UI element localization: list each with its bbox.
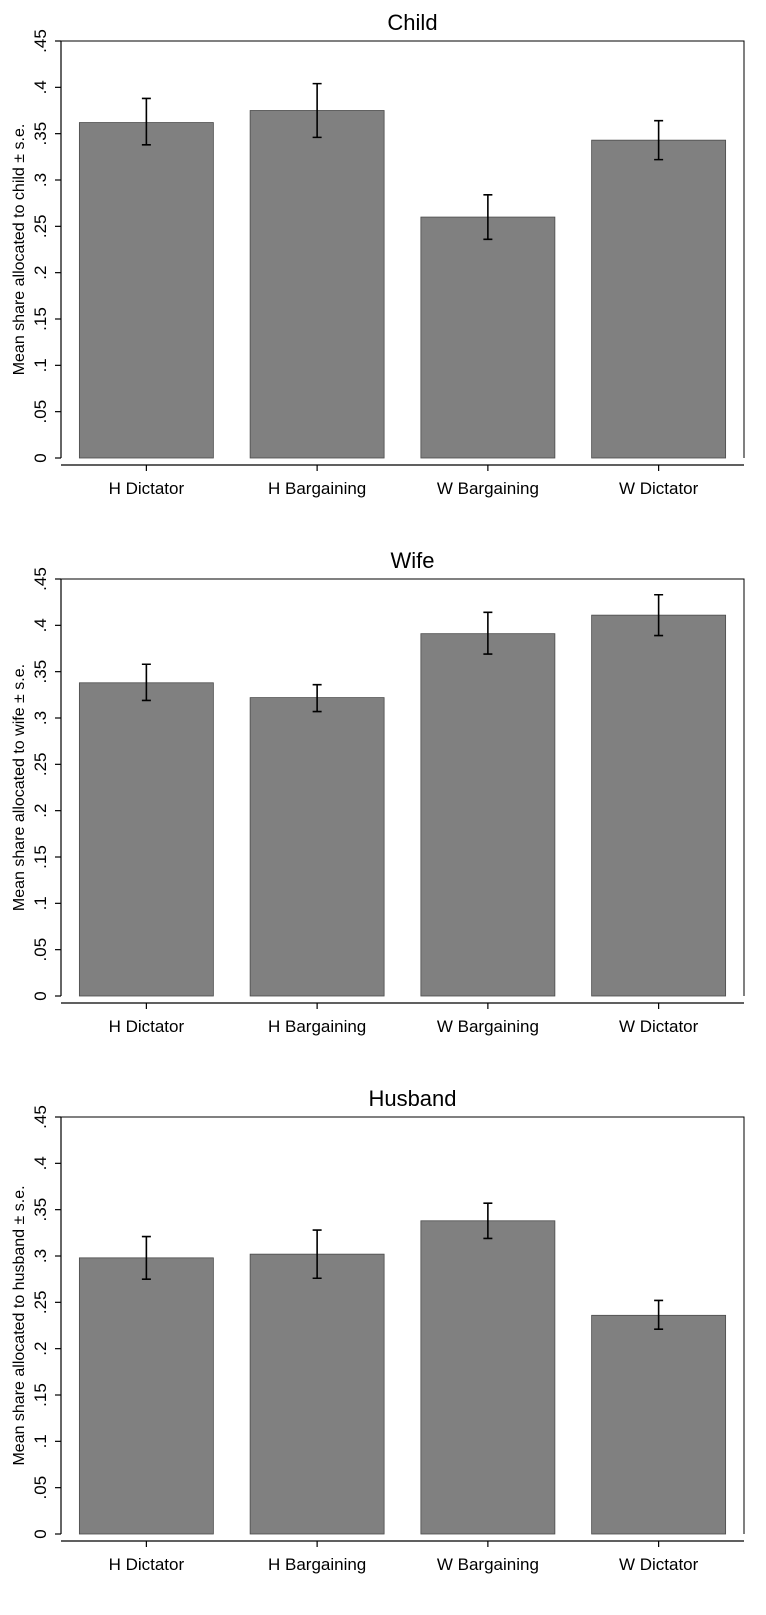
error-bar xyxy=(141,663,151,702)
bar xyxy=(249,1253,385,1535)
chart-husband: Husband 0 .05 .1 .15 .2 .25 .3 .35 .4 .45 Mean shar… xyxy=(11,1086,745,1574)
chart-title: Wife xyxy=(391,548,435,573)
x-tick-label: W Bargaining xyxy=(437,1017,539,1036)
plot-frame xyxy=(61,578,745,996)
bar xyxy=(249,110,385,459)
chart-title: Child xyxy=(387,10,437,35)
bar xyxy=(78,122,214,459)
error-bar xyxy=(483,611,493,655)
bar xyxy=(591,1314,727,1535)
bar xyxy=(591,614,727,997)
y-tick-label: .15 xyxy=(31,845,50,869)
y-tick-label: 0 xyxy=(31,991,50,1000)
plot-frame xyxy=(61,40,745,458)
x-tick-label: W Dictator xyxy=(619,1555,699,1574)
error-bar xyxy=(483,194,493,241)
y-tick-label: .15 xyxy=(31,307,50,331)
y-tick-label: .1 xyxy=(31,358,50,372)
x-tick-label: H Dictator xyxy=(109,1017,185,1036)
error-bar xyxy=(312,683,322,713)
y-tick-label: 0 xyxy=(31,1529,50,1538)
bar xyxy=(591,139,727,459)
y-tick-label: .05 xyxy=(31,1476,50,1500)
y-tick-label: 0 xyxy=(31,453,50,462)
y-tick-label: .05 xyxy=(31,400,50,424)
x-tick-label: H Bargaining xyxy=(268,1017,366,1036)
error-bar xyxy=(141,1235,151,1280)
y-axis-label: Mean share allocated to child ± s.e. xyxy=(11,124,28,376)
x-tick-label: W Dictator xyxy=(619,1017,699,1036)
error-bar xyxy=(654,119,664,161)
bar xyxy=(420,633,556,997)
error-bar xyxy=(312,82,322,139)
x-tick-label: H Bargaining xyxy=(268,1555,366,1574)
x-tick-label: W Bargaining xyxy=(437,1555,539,1574)
y-tick-label: .25 xyxy=(31,753,50,777)
y-tick-label: .45 xyxy=(31,29,50,53)
y-tick-label: .2 xyxy=(31,1342,50,1356)
error-bar xyxy=(312,1229,322,1280)
y-tick-label: .35 xyxy=(31,660,50,684)
y-axis-label: Mean share allocated to wife ± s.e. xyxy=(11,664,28,911)
y-tick-label: .25 xyxy=(31,1291,50,1315)
bar xyxy=(78,682,214,997)
y-tick-label: .3 xyxy=(31,711,50,725)
plot-frame xyxy=(61,1116,745,1534)
bar xyxy=(249,697,385,997)
y-tick-label: .35 xyxy=(31,1198,50,1222)
y-tick-label: .15 xyxy=(31,1383,50,1407)
bar xyxy=(420,216,556,459)
error-bar xyxy=(141,97,151,146)
y-tick-label: .3 xyxy=(31,1249,50,1263)
bar xyxy=(78,1257,214,1535)
y-tick-label: .35 xyxy=(31,122,50,146)
y-axis-label: Mean share allocated to husband ± s.e. xyxy=(11,1185,28,1465)
error-bar xyxy=(654,593,664,637)
chart-title: Husband xyxy=(368,1086,456,1111)
y-tick-label: .2 xyxy=(31,266,50,280)
chart-child: Child 0 .05 .1 .15 .2 .25 .3 .35 .4 .45 Mean share … xyxy=(11,10,745,498)
y-tick-label: .45 xyxy=(31,1105,50,1129)
y-tick-label: .3 xyxy=(31,173,50,187)
bar xyxy=(420,1220,556,1535)
y-tick-label: .4 xyxy=(31,80,50,94)
x-tick-label: H Dictator xyxy=(109,1555,185,1574)
x-tick-label: W Bargaining xyxy=(437,479,539,498)
error-bar xyxy=(483,1202,493,1240)
error-bar xyxy=(654,1299,664,1331)
y-tick-label: .45 xyxy=(31,567,50,591)
y-tick-label: .2 xyxy=(31,804,50,818)
y-tick-label: .05 xyxy=(31,938,50,962)
y-tick-label: .1 xyxy=(31,1434,50,1448)
x-tick-label: W Dictator xyxy=(619,479,699,498)
x-tick-label: H Bargaining xyxy=(268,479,366,498)
x-tick-label: H Dictator xyxy=(109,479,185,498)
y-tick-label: .4 xyxy=(31,1156,50,1170)
chart-wife: Wife 0 .05 .1 .15 .2 .25 .3 .35 .4 .45 Mean share a… xyxy=(11,548,745,1036)
y-tick-label: .25 xyxy=(31,215,50,239)
y-tick-label: .4 xyxy=(31,618,50,632)
y-tick-label: .1 xyxy=(31,896,50,910)
